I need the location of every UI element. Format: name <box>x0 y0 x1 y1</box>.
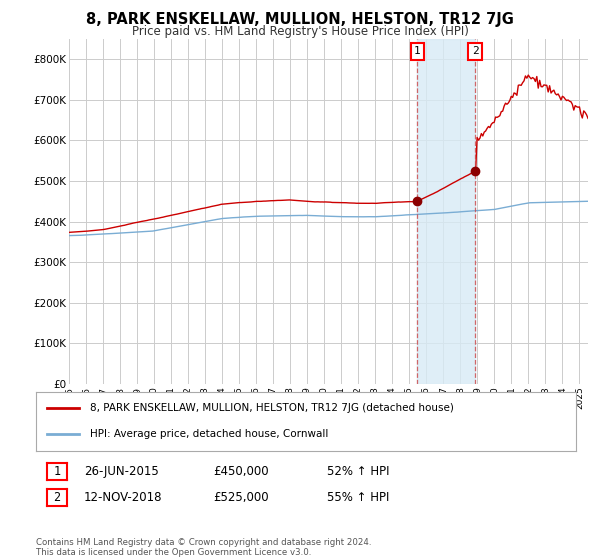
Text: 8, PARK ENSKELLAW, MULLION, HELSTON, TR12 7JG (detached house): 8, PARK ENSKELLAW, MULLION, HELSTON, TR1… <box>90 403 454 413</box>
Text: Price paid vs. HM Land Registry's House Price Index (HPI): Price paid vs. HM Land Registry's House … <box>131 25 469 38</box>
Text: £525,000: £525,000 <box>213 491 269 504</box>
Text: 52% ↑ HPI: 52% ↑ HPI <box>327 465 389 478</box>
Text: 2: 2 <box>53 491 61 504</box>
Text: 1: 1 <box>414 46 421 57</box>
Text: £450,000: £450,000 <box>213 465 269 478</box>
Bar <box>418 39 475 384</box>
Text: Contains HM Land Registry data © Crown copyright and database right 2024.
This d: Contains HM Land Registry data © Crown c… <box>36 538 371 557</box>
Text: 12-NOV-2018: 12-NOV-2018 <box>84 491 163 504</box>
Text: HPI: Average price, detached house, Cornwall: HPI: Average price, detached house, Corn… <box>90 430 328 440</box>
Text: 1: 1 <box>53 465 61 478</box>
Text: 55% ↑ HPI: 55% ↑ HPI <box>327 491 389 504</box>
Text: 8, PARK ENSKELLAW, MULLION, HELSTON, TR12 7JG: 8, PARK ENSKELLAW, MULLION, HELSTON, TR1… <box>86 12 514 27</box>
Text: 26-JUN-2015: 26-JUN-2015 <box>84 465 159 478</box>
Text: 2: 2 <box>472 46 479 57</box>
